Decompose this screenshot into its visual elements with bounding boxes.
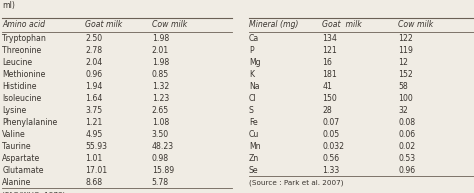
Text: Histidine: Histidine (2, 82, 37, 91)
Text: 119: 119 (398, 46, 413, 55)
Text: K: K (249, 70, 254, 79)
Text: 2.01: 2.01 (152, 46, 169, 55)
Text: Isoleucine: Isoleucine (2, 94, 42, 103)
Text: 0.05: 0.05 (322, 130, 339, 139)
Text: 0.032: 0.032 (322, 142, 344, 151)
Text: Mn: Mn (249, 142, 261, 151)
Text: Fe: Fe (249, 118, 257, 127)
Text: 2.78: 2.78 (85, 46, 102, 55)
Text: 1.33: 1.33 (322, 166, 339, 175)
Text: 0.85: 0.85 (152, 70, 169, 79)
Text: Tryptophan: Tryptophan (2, 34, 46, 43)
Text: 15.89: 15.89 (152, 166, 174, 175)
Text: 0.96: 0.96 (398, 166, 415, 175)
Text: 2.65: 2.65 (152, 106, 169, 115)
Text: Lysine: Lysine (2, 106, 27, 115)
Text: Alanine: Alanine (2, 178, 32, 187)
Text: 3.50: 3.50 (152, 130, 169, 139)
Text: 134: 134 (322, 34, 337, 43)
Text: Valine: Valine (2, 130, 26, 139)
Text: 28: 28 (322, 106, 332, 115)
Text: Goat milk: Goat milk (85, 20, 123, 29)
Text: 0.96: 0.96 (85, 70, 102, 79)
Text: 1.98: 1.98 (152, 58, 169, 67)
Text: Glutamate: Glutamate (2, 166, 44, 175)
Text: Cu: Cu (249, 130, 259, 139)
Text: 121: 121 (322, 46, 337, 55)
Text: 122: 122 (398, 34, 413, 43)
Text: 58: 58 (398, 82, 408, 91)
Text: 55.93: 55.93 (85, 142, 107, 151)
Text: 0.07: 0.07 (322, 118, 339, 127)
Text: 1.08: 1.08 (152, 118, 169, 127)
Text: 0.08: 0.08 (398, 118, 415, 127)
Text: Methionine: Methionine (2, 70, 46, 79)
Text: 8.68: 8.68 (85, 178, 102, 187)
Text: 1.98: 1.98 (152, 34, 169, 43)
Text: 0.56: 0.56 (322, 154, 339, 163)
Text: 3.75: 3.75 (85, 106, 102, 115)
Text: (Source : Park et al. 2007): (Source : Park et al. 2007) (249, 179, 343, 186)
Text: Threonine: Threonine (2, 46, 42, 55)
Text: Zn: Zn (249, 154, 259, 163)
Text: Cow milk: Cow milk (398, 20, 433, 29)
Text: Ca: Ca (249, 34, 259, 43)
Text: Cl: Cl (249, 94, 256, 103)
Text: (FAO/WHO, 1973): (FAO/WHO, 1973) (2, 191, 66, 193)
Text: 41: 41 (322, 82, 332, 91)
Text: 4.95: 4.95 (85, 130, 102, 139)
Text: 1.01: 1.01 (85, 154, 103, 163)
Text: Se: Se (249, 166, 258, 175)
Text: 0.53: 0.53 (398, 154, 415, 163)
Text: 48.23: 48.23 (152, 142, 174, 151)
Text: Cow milk: Cow milk (152, 20, 187, 29)
Text: 1.21: 1.21 (85, 118, 103, 127)
Text: S: S (249, 106, 254, 115)
Text: 12: 12 (398, 58, 408, 67)
Text: Na: Na (249, 82, 259, 91)
Text: Amino acid: Amino acid (2, 20, 46, 29)
Text: 1.23: 1.23 (152, 94, 169, 103)
Text: P: P (249, 46, 254, 55)
Text: 0.06: 0.06 (398, 130, 415, 139)
Text: 1.64: 1.64 (85, 94, 103, 103)
Text: 2.04: 2.04 (85, 58, 102, 67)
Text: Mineral (mg): Mineral (mg) (249, 20, 298, 29)
Text: 5.78: 5.78 (152, 178, 169, 187)
Text: 0.98: 0.98 (152, 154, 169, 163)
Text: Mg: Mg (249, 58, 261, 67)
Text: 152: 152 (398, 70, 413, 79)
Text: 1.32: 1.32 (152, 82, 169, 91)
Text: 100: 100 (398, 94, 413, 103)
Text: Phenylalanine: Phenylalanine (2, 118, 58, 127)
Text: 150: 150 (322, 94, 337, 103)
Text: 181: 181 (322, 70, 337, 79)
Text: 32: 32 (398, 106, 408, 115)
Text: ml): ml) (2, 1, 15, 10)
Text: Aspartate: Aspartate (2, 154, 41, 163)
Text: Leucine: Leucine (2, 58, 33, 67)
Text: 17.01: 17.01 (85, 166, 108, 175)
Text: 16: 16 (322, 58, 332, 67)
Text: 1.94: 1.94 (85, 82, 103, 91)
Text: Goat  milk: Goat milk (322, 20, 362, 29)
Text: Taurine: Taurine (2, 142, 31, 151)
Text: 0.02: 0.02 (398, 142, 415, 151)
Text: 2.50: 2.50 (85, 34, 102, 43)
